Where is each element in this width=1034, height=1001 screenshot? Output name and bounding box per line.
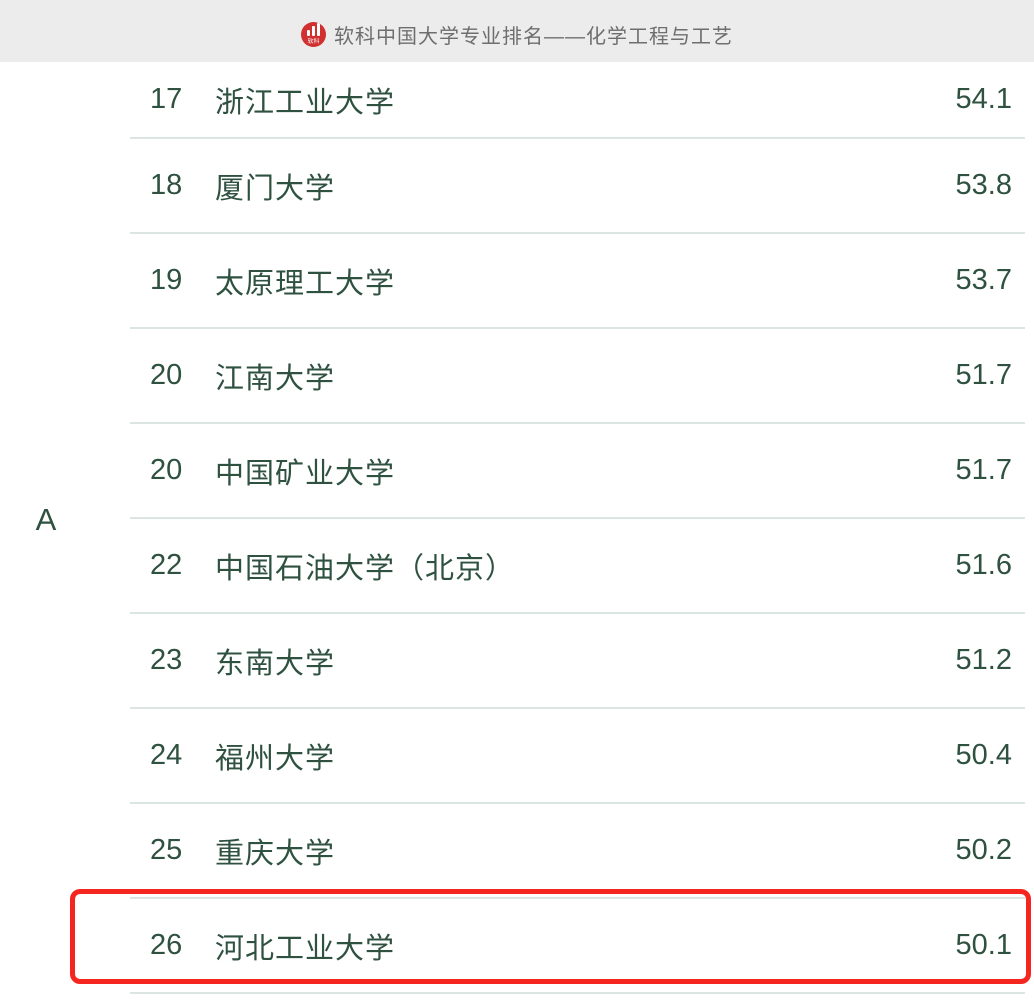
score-cell: 50.2 bbox=[955, 834, 1012, 866]
rank-cell: 18 bbox=[150, 169, 183, 201]
rank-cell: 26 bbox=[150, 929, 183, 961]
logo-bar-icon bbox=[317, 23, 320, 36]
table-row[interactable]: 24 福州大学 50.4 bbox=[130, 709, 1025, 804]
university-name[interactable]: 江南大学 bbox=[215, 362, 336, 395]
header-bar: 软科 软科中国大学专业排名——化学工程与工艺 bbox=[0, 0, 1034, 62]
table-row[interactable]: 18 厦门大学 53.8 bbox=[130, 139, 1025, 234]
score-cell: 51.7 bbox=[955, 454, 1012, 486]
score-cell: 51.2 bbox=[955, 644, 1012, 676]
table-row[interactable]: 26 河北工业大学 50.1 bbox=[130, 899, 1025, 994]
score-cell: 50.4 bbox=[955, 739, 1012, 771]
table-row[interactable]: 23 东南大学 51.2 bbox=[130, 614, 1025, 709]
university-name[interactable]: 中国矿业大学 bbox=[215, 457, 396, 490]
table-row[interactable]: 22 中国石油大学（北京） 51.6 bbox=[130, 519, 1025, 614]
rank-cell: 19 bbox=[150, 264, 183, 296]
ranking-table: 17 浙江工业大学 54.1 18 厦门大学 53.8 19 太原理工大学 53… bbox=[130, 62, 1025, 994]
score-cell: 51.6 bbox=[955, 549, 1012, 581]
table-row[interactable]: 17 浙江工业大学 54.1 bbox=[130, 62, 1025, 139]
score-cell: 50.1 bbox=[955, 929, 1012, 961]
university-name[interactable]: 浙江工业大学 bbox=[215, 86, 396, 119]
score-cell: 53.8 bbox=[955, 169, 1012, 201]
grade-label: A bbox=[35, 502, 57, 537]
rank-cell: 20 bbox=[150, 454, 183, 486]
rank-cell: 17 bbox=[150, 83, 183, 115]
logo-bar-icon bbox=[312, 26, 315, 36]
logo-label: 软科 bbox=[307, 38, 320, 45]
university-name[interactable]: 东南大学 bbox=[215, 647, 336, 680]
rank-cell: 20 bbox=[150, 359, 183, 391]
ruanke-logo-icon: 软科 bbox=[301, 22, 326, 47]
table-row[interactable]: 20 江南大学 51.7 bbox=[130, 329, 1025, 424]
score-cell: 51.7 bbox=[955, 359, 1012, 391]
university-name[interactable]: 太原理工大学 bbox=[215, 267, 396, 300]
score-cell: 54.1 bbox=[955, 83, 1012, 115]
score-cell: 53.7 bbox=[955, 264, 1012, 296]
rank-cell: 25 bbox=[150, 834, 183, 866]
university-name[interactable]: 福州大学 bbox=[215, 742, 336, 775]
table-row[interactable]: 20 中国矿业大学 51.7 bbox=[130, 424, 1025, 519]
university-name[interactable]: 中国石油大学（北京） bbox=[215, 552, 516, 585]
page-title: 软科中国大学专业排名——化学工程与工艺 bbox=[334, 26, 733, 48]
rank-cell: 24 bbox=[150, 739, 183, 771]
university-name[interactable]: 重庆大学 bbox=[215, 837, 336, 870]
table-row[interactable]: 25 重庆大学 50.2 bbox=[130, 804, 1025, 899]
table-row[interactable]: 19 太原理工大学 53.7 bbox=[130, 234, 1025, 329]
rank-cell: 23 bbox=[150, 644, 183, 676]
rank-cell: 22 bbox=[150, 549, 183, 581]
university-name[interactable]: 厦门大学 bbox=[215, 172, 336, 205]
university-name[interactable]: 河北工业大学 bbox=[215, 932, 396, 965]
logo-bar-icon bbox=[307, 30, 310, 36]
